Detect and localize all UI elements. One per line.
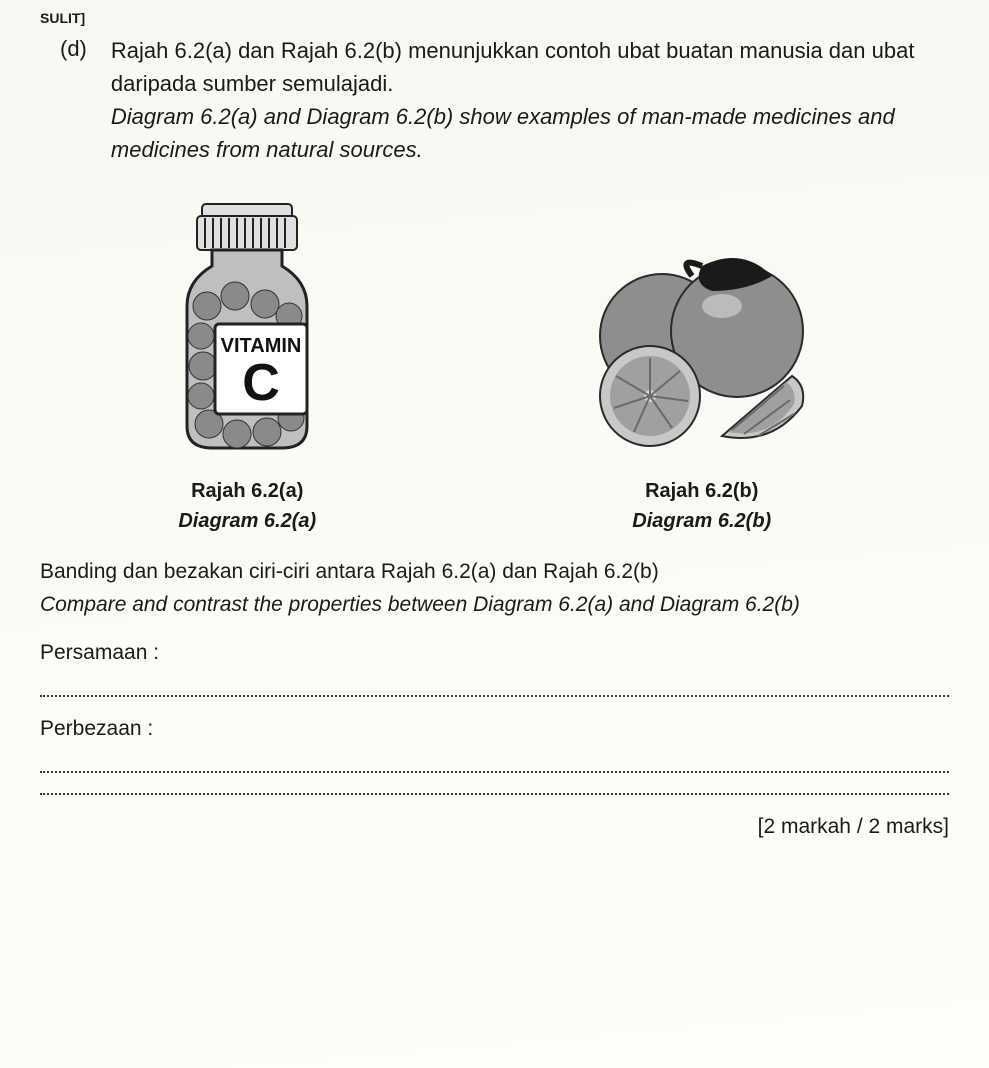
- answer-line: [40, 793, 949, 795]
- oranges-icon: [572, 236, 832, 456]
- question-en-1: Diagram 6.2(a) and Diagram 6.2(b) show e…: [111, 100, 949, 133]
- figures-row: VITAMIN C Rajah 6.2(a) Diagram 6.2(a): [40, 196, 949, 536]
- instruction-ms: Banding dan bezakan ciri-ciri antara Raj…: [40, 556, 949, 589]
- header-corner: SULIT]: [40, 10, 949, 26]
- question-ms-2: daripada sumber semulajadi.: [111, 67, 949, 100]
- question-label: (d): [60, 34, 87, 166]
- marks-label: [2 markah / 2 marks]: [40, 815, 949, 839]
- bottle-label-line2: C: [242, 354, 280, 412]
- caption-b-ms: Rajah 6.2(b): [632, 476, 771, 506]
- figure-a: VITAMIN C Rajah 6.2(a) Diagram 6.2(a): [157, 196, 337, 536]
- question-ms-1: Rajah 6.2(a) dan Rajah 6.2(b) menunjukka…: [111, 34, 949, 67]
- caption-b-en: Diagram 6.2(b): [632, 506, 771, 536]
- question-block: (d) Rajah 6.2(a) dan Rajah 6.2(b) menunj…: [60, 34, 949, 166]
- instruction-block: Banding dan bezakan ciri-ciri antara Raj…: [40, 556, 949, 621]
- answer-line: [40, 695, 949, 697]
- instruction-en: Compare and contrast the properties betw…: [40, 589, 949, 622]
- answer-line: [40, 771, 949, 773]
- vitamin-bottle-icon: VITAMIN C: [157, 196, 337, 456]
- caption-b: Rajah 6.2(b) Diagram 6.2(b): [632, 476, 771, 536]
- exam-page: SULIT] (d) Rajah 6.2(a) dan Rajah 6.2(b)…: [0, 0, 989, 1068]
- question-en-2: medicines from natural sources.: [111, 133, 949, 166]
- caption-a-ms: Rajah 6.2(a): [178, 476, 316, 506]
- figure-b: Rajah 6.2(b) Diagram 6.2(b): [572, 236, 832, 536]
- caption-a-en: Diagram 6.2(a): [178, 506, 316, 536]
- difference-label: Perbezaan :: [40, 717, 949, 741]
- caption-a: Rajah 6.2(a) Diagram 6.2(a): [178, 476, 316, 536]
- similarity-label: Persamaan :: [40, 641, 949, 665]
- question-body: Rajah 6.2(a) dan Rajah 6.2(b) menunjukka…: [111, 34, 949, 166]
